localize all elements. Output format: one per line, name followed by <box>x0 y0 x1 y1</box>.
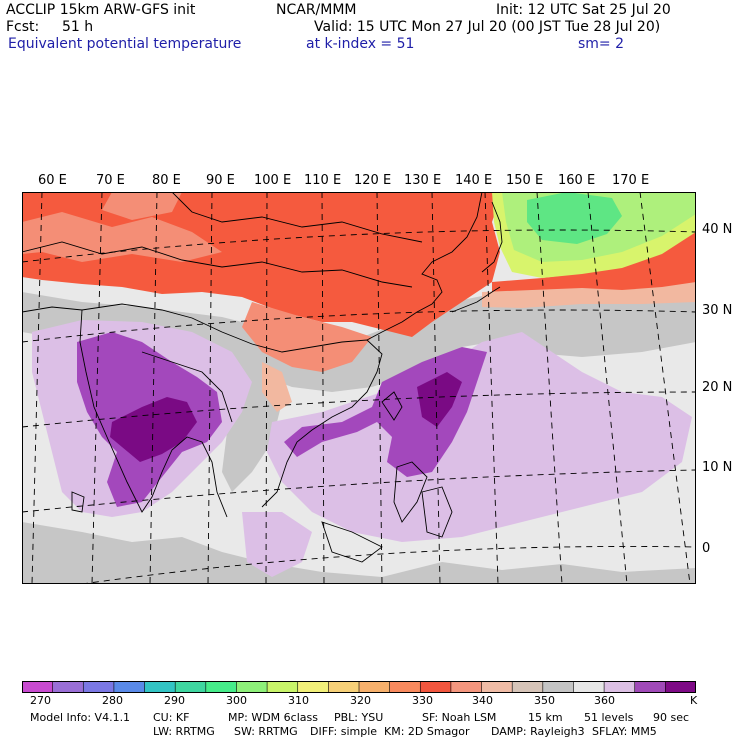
colorbar-swatch <box>634 681 666 693</box>
footer-item: SW: RRTMG <box>234 725 298 738</box>
peach-region <box>262 362 292 412</box>
lon-label: 160 E <box>558 173 596 188</box>
footer-item: MP: WDM 6class <box>228 711 318 724</box>
footer-item: KM: 2D Smagor <box>384 725 470 738</box>
colorbar-swatch <box>665 681 696 693</box>
colorbar-swatch <box>389 681 421 693</box>
lon-label: 100 E <box>254 173 292 188</box>
model-title: ACCLIP 15km ARW-GFS init <box>6 2 196 18</box>
colorbar-swatch <box>420 681 452 693</box>
colorbar-tick: 290 <box>164 694 185 707</box>
gray-region <box>22 522 696 584</box>
lat-label: 20 N <box>702 380 733 395</box>
colorbar-tick: 270 <box>30 694 51 707</box>
salmon-region <box>22 212 222 262</box>
theta-e-map <box>22 192 696 584</box>
colorbar-tick: 300 <box>226 694 247 707</box>
fcst-label: Fcst: <box>6 19 40 35</box>
footer-item: SFLAY: MM5 <box>592 725 657 738</box>
colorbar-tick: 310 <box>288 694 309 707</box>
colorbar-swatch <box>236 681 268 693</box>
lon-label: 110 E <box>304 173 342 188</box>
colorbar-swatch <box>113 681 146 693</box>
lavender-region <box>242 512 312 577</box>
lat-label: 10 N <box>702 460 733 475</box>
colorbar-swatch <box>604 681 636 693</box>
footer-item: LW: RRTMG <box>153 725 215 738</box>
lon-label: 80 E <box>152 173 181 188</box>
colorbar-swatch <box>297 681 329 693</box>
lon-label: 170 E <box>612 173 650 188</box>
footer-item: DIFF: simple <box>310 725 378 738</box>
colorbar-border <box>22 681 696 693</box>
lat-label: 40 N <box>702 222 733 237</box>
plum-region <box>110 397 197 462</box>
footer-item: 15 km <box>528 711 563 724</box>
lon-label: 140 E <box>455 173 493 188</box>
colorbar-swatch <box>481 681 513 693</box>
init-time: Init: 12 UTC Sat 25 Jul 20 <box>496 2 671 18</box>
lon-label: 150 E <box>506 173 544 188</box>
footer-item: Model Info: V4.1.1 <box>30 711 131 724</box>
lon-label: 70 E <box>96 173 125 188</box>
green-region <box>527 192 622 244</box>
colorbar-swatch <box>144 681 176 693</box>
colorbar-tick: 340 <box>472 694 493 707</box>
colorbar-tick: 330 <box>412 694 433 707</box>
lon-label: 120 E <box>354 173 392 188</box>
colorbar-swatch <box>205 681 237 693</box>
colorbar-swatch <box>359 681 391 693</box>
colorbar-tick: 280 <box>102 694 123 707</box>
lat-label: 0 <box>702 541 711 556</box>
valid-time: Valid: 15 UTC Mon 27 Jul 20 (00 JST Tue … <box>314 19 661 35</box>
colorbar-tick: 350 <box>534 694 555 707</box>
colorbar-swatch <box>328 681 360 693</box>
graticule <box>22 192 696 584</box>
colorbar-tick: 320 <box>350 694 371 707</box>
colorbar-swatch <box>175 681 207 693</box>
colorbar-swatch <box>512 681 544 693</box>
salmon-region <box>242 302 372 372</box>
fcst-value: 51 h <box>62 19 94 35</box>
colorbar-tick: 360 <box>594 694 615 707</box>
colorbar-swatch <box>52 681 84 693</box>
peach-region <box>482 282 696 308</box>
coastlines <box>22 192 503 563</box>
colorbar <box>22 681 696 693</box>
footer-item: 51 levels <box>584 711 634 724</box>
footer-item: 90 sec <box>653 711 690 724</box>
colorbar-swatch <box>573 681 605 693</box>
footer-item: PBL: YSU <box>334 711 384 724</box>
lavender-region <box>267 332 692 542</box>
lon-label: 130 E <box>404 173 442 188</box>
level-label: at k-index = 51 <box>306 36 415 52</box>
plum-region <box>417 372 462 427</box>
footer-item: DAMP: Rayleigh3 <box>491 725 585 738</box>
salmon-region <box>102 192 182 220</box>
colorbar-swatch <box>267 681 299 693</box>
lon-label: 60 E <box>38 173 67 188</box>
colorbar-swatch <box>83 681 115 693</box>
colorbar-unit: K <box>690 694 698 707</box>
lat-label: 30 N <box>702 303 733 318</box>
footer-item: CU: KF <box>153 711 190 724</box>
smooth-label: sm= 2 <box>578 36 625 52</box>
colorbar-swatch <box>22 681 54 693</box>
lon-label: 90 E <box>206 173 235 188</box>
colorbar-swatch <box>542 681 574 693</box>
colorbar-swatch <box>450 681 483 693</box>
org-label: NCAR/MMM <box>276 2 357 18</box>
field-name: Equivalent potential temperature <box>8 36 242 52</box>
footer-item: SF: Noah LSM <box>422 711 497 724</box>
